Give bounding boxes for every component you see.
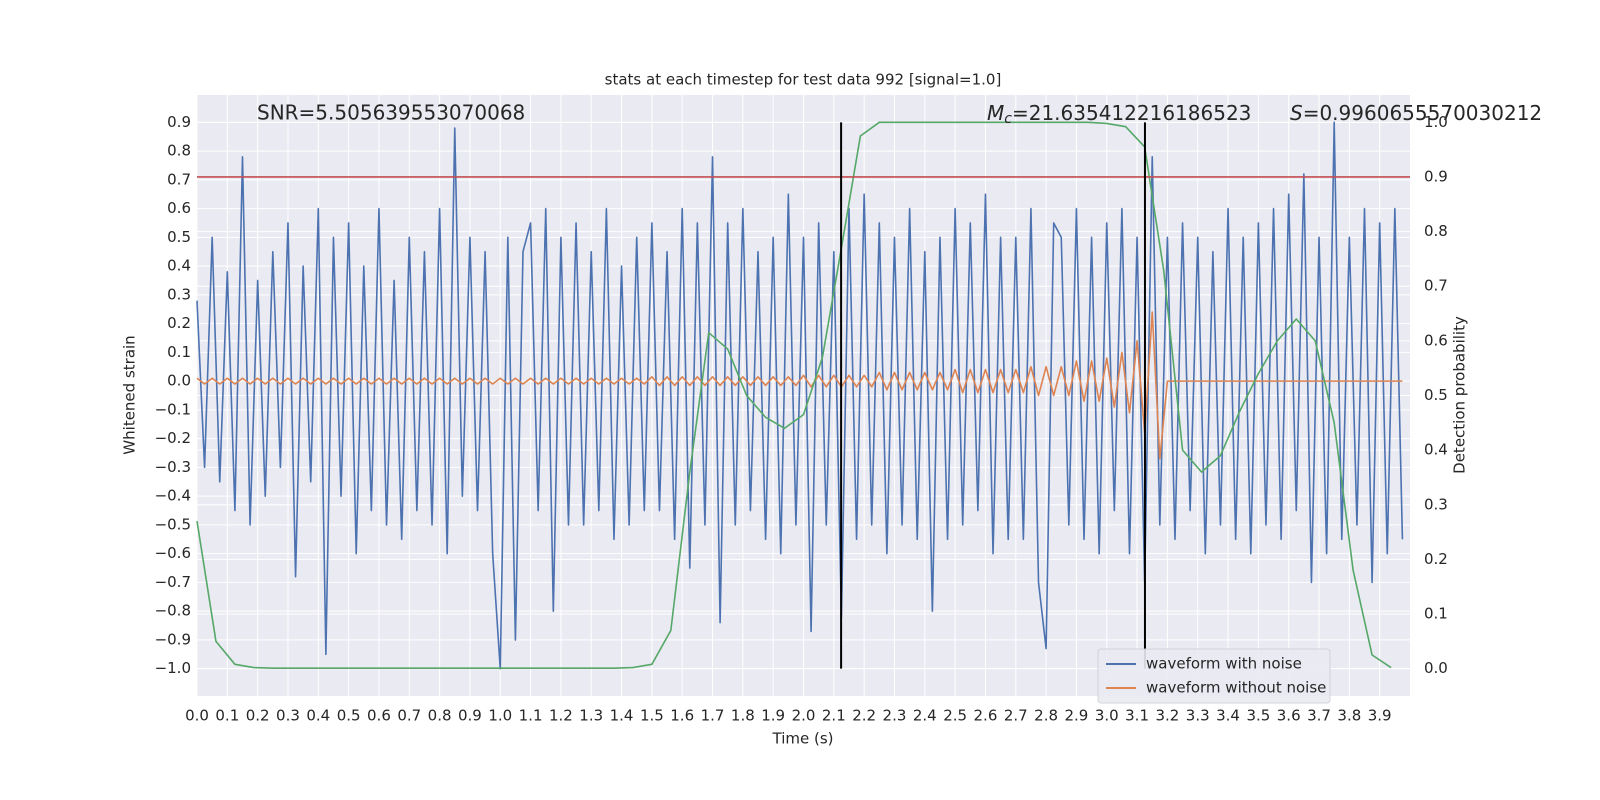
y-tick-label: −0.8	[155, 602, 191, 620]
series-line	[196, 311, 1403, 460]
y2-tick-label: 1.0	[1424, 113, 1448, 131]
y-tick-label: 0.8	[167, 142, 191, 160]
y-tick-label: 0.4	[167, 257, 191, 275]
x-tick-label: 3.9	[1368, 707, 1392, 725]
y2-tick-label: 0.6	[1424, 331, 1448, 349]
x-tick-label: 1.7	[701, 707, 725, 725]
y-tick-label: 0.7	[167, 170, 191, 188]
x-axis-label: Time (s)	[772, 730, 834, 748]
y2-tick-label: 0.5	[1424, 386, 1448, 404]
y-tick-label: −0.9	[155, 630, 191, 648]
y-tick-label: −0.5	[155, 515, 191, 533]
y-tick-label: 0.5	[167, 228, 191, 246]
x-tick-label: 2.6	[974, 707, 998, 725]
annotation-sub: c	[1004, 111, 1012, 127]
y-tick-label: −1.0	[155, 659, 191, 677]
x-tick-label: 1.1	[519, 707, 543, 725]
y2-tick-label: 0.1	[1424, 605, 1448, 623]
y2-tick-label: 0.8	[1424, 222, 1448, 240]
y-tick-label: −0.7	[155, 573, 191, 591]
legend-box	[1097, 648, 1331, 704]
x-tick-label: 0.9	[458, 707, 482, 725]
x-tick-label: 1.2	[549, 707, 573, 725]
y-tick-label: 0.9	[167, 113, 191, 131]
x-tick-label: 2.4	[913, 707, 937, 725]
x-tick-label: 2.7	[1004, 707, 1028, 725]
x-tick-label: 0.5	[337, 707, 361, 725]
y-tick-label: −0.6	[155, 544, 191, 562]
x-tick-label: 3.6	[1277, 707, 1301, 725]
x-tick-label: 0.7	[397, 707, 421, 725]
y-tick-label: −0.1	[155, 400, 191, 418]
x-tick-label: 3.7	[1307, 707, 1331, 725]
x-tick-label: 2.8	[1034, 707, 1058, 725]
x-tick-label: 1.0	[488, 707, 512, 725]
y-tick-label: 0.1	[167, 343, 191, 361]
y2-tick-label: 0.2	[1424, 550, 1448, 568]
x-tick-label: 2.0	[792, 707, 816, 725]
x-tick-label: 0.8	[428, 707, 452, 725]
y2-tick-label: 0.9	[1424, 167, 1448, 185]
x-tick-label: 3.5	[1246, 707, 1270, 725]
x-tick-label: 0.2	[246, 707, 270, 725]
annotation: Mc=21.635412216186523	[987, 101, 1251, 128]
x-tick-label: 2.1	[822, 707, 846, 725]
x-tick-label: 1.5	[640, 707, 664, 725]
x-tick-label: 0.4	[306, 707, 330, 725]
x-tick-label: 1.8	[731, 707, 755, 725]
x-tick-label: 2.2	[852, 707, 876, 725]
x-tick-label: 2.3	[883, 707, 907, 725]
x-tick-label: 0.3	[276, 707, 300, 725]
series-line	[196, 121, 1392, 669]
y-tick-label: 0.0	[167, 372, 191, 390]
x-tick-label: 3.8	[1337, 707, 1361, 725]
y2-tick-label: 0.0	[1424, 659, 1448, 677]
legend: waveform with noise waveform without nois…	[1097, 648, 1331, 704]
annotation-symbol: S	[1290, 101, 1303, 125]
annotation-text: =0.9960655570030212	[1303, 101, 1542, 125]
x-tick-label: 1.3	[579, 707, 603, 725]
y2-axis-label: Detection probability	[1451, 316, 1469, 474]
marks	[196, 121, 1410, 670]
annotation: SNR=5.505639553070068	[257, 101, 525, 125]
chart-title: stats at each timestep for test data 992…	[605, 71, 1002, 89]
x-tick-label: 1.4	[610, 707, 634, 725]
y-tick-label: −0.3	[155, 458, 191, 476]
x-tick-label: 2.9	[1064, 707, 1088, 725]
y-tick-label: 0.6	[167, 199, 191, 217]
annotation-text: =21.635412216186523	[1012, 101, 1251, 125]
y-tick-label: 0.3	[167, 285, 191, 303]
y-axis-label: Whitened strain	[121, 335, 139, 454]
x-tick-label: 3.0	[1095, 707, 1119, 725]
y-tick-label: 0.2	[167, 314, 191, 332]
x-tick-label: 3.3	[1186, 707, 1210, 725]
x-tick-label: 3.1	[1125, 707, 1149, 725]
grid	[196, 95, 1410, 696]
x-tick-label: 0.0	[185, 707, 209, 725]
annotation: S=0.9960655570030212	[1290, 101, 1542, 125]
legend-label: waveform with noise	[1146, 655, 1302, 673]
y-tick-label: −0.2	[155, 429, 191, 447]
y-tick-label: −0.4	[155, 487, 191, 505]
x-tick-label: 3.2	[1155, 707, 1179, 725]
x-tick-label: 1.9	[761, 707, 785, 725]
x-tick-label: 1.6	[670, 707, 694, 725]
y2-tick-label: 0.4	[1424, 441, 1448, 459]
x-tick-label: 3.4	[1216, 707, 1240, 725]
legend-label: waveform without noise	[1146, 679, 1326, 697]
y2-tick-label: 0.7	[1424, 277, 1448, 295]
x-tick-label: 0.6	[367, 707, 391, 725]
annotation-symbol: M	[987, 101, 1004, 125]
x-tick-label: 2.5	[943, 707, 967, 725]
y2-tick-label: 0.3	[1424, 495, 1448, 513]
x-tick-label: 0.1	[215, 707, 239, 725]
